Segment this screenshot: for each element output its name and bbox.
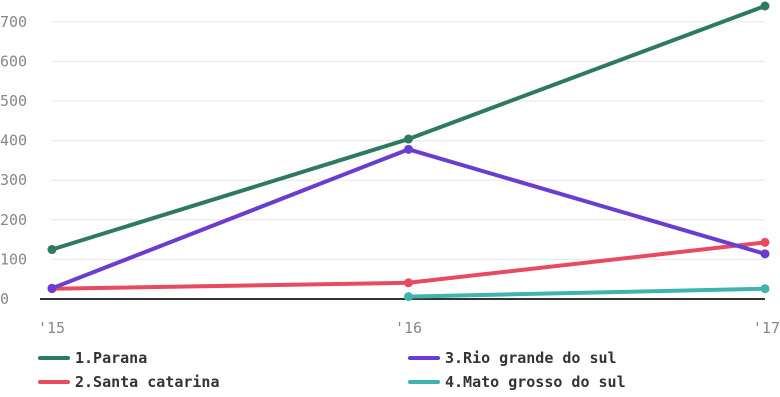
data-point-parana-0 [47,245,57,255]
y-tick-label-200: 200 [0,211,27,229]
legend-item-parana[interactable]: 1.Parana [38,348,147,368]
legend-label-parana: 1.Parana [75,349,148,367]
x-tick-label-0: '15 [38,319,65,337]
data-point-mato-grosso-do-sul-1 [404,292,413,302]
x-tick-label-2: '17 [753,319,780,337]
data-point-santa-catarina-2 [760,237,770,247]
data-point-mato-grosso-do-sul-2 [760,284,770,294]
y-tick-label-600: 600 [0,52,27,70]
legend-item-mato-grosso-do-sul[interactable]: 4.Mato grosso do sul [408,372,626,392]
legend-item-rio-grande-do-sul[interactable]: 3.Rio grande do sul [408,348,617,368]
legend-label-santa-catarina: 2.Santa catarina [75,373,220,391]
x-tick-label-1: '16 [395,319,422,337]
legend-label-mato-grosso-do-sul: 4.Mato grosso do sul [445,373,626,391]
y-tick-label-500: 500 [0,92,27,110]
legend-item-santa-catarina[interactable]: 2.Santa catarina [38,372,220,392]
line-chart: 0 100 200 300 400 500 600 700 '15 '16 '17 [0,1,780,337]
series-line-rio-grande-do-sul [50,147,767,291]
data-point-rio-grande-do-sul-1 [404,144,413,154]
y-axis-ticks: 0 100 200 300 400 500 600 700 [0,13,27,308]
grid-lines [52,21,765,260]
y-tick-label-100: 100 [0,250,27,268]
series-lines [47,1,770,302]
legend-swatch-mato-grosso-do-sul [408,380,440,384]
series-line-mato-grosso-do-sul [406,286,767,299]
legend-swatch-rio-grande-do-sul [408,356,440,360]
legend-label-rio-grande-do-sul: 3.Rio grande do sul [445,349,617,367]
data-point-parana-1 [404,134,413,144]
data-point-parana-2 [760,1,770,11]
series-line-parana [50,4,767,252]
x-axis-ticks: '15 '16 '17 [38,319,780,337]
data-point-rio-grande-do-sul-0 [47,283,57,293]
y-tick-label-300: 300 [0,171,27,189]
legend-swatch-parana [38,356,70,360]
y-tick-label-0: 0 [0,290,9,308]
y-tick-label-400: 400 [0,132,27,150]
legend: 1.Parana 2.Santa catarina 3.Rio grande d… [38,348,758,392]
y-tick-label-700: 700 [0,13,27,31]
data-point-rio-grande-do-sul-2 [760,249,770,259]
legend-swatch-santa-catarina [38,380,70,384]
data-point-santa-catarina-1 [404,278,413,288]
